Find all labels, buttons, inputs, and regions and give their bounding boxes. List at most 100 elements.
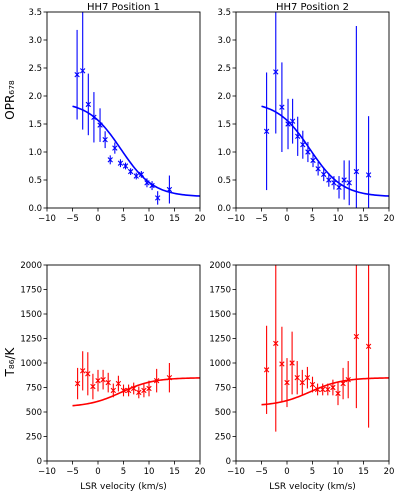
top-row-y-axis-label: OPR₆₇₈: [3, 80, 17, 120]
point-marker: [85, 101, 91, 108]
point-marker: [85, 371, 91, 377]
data-point: [365, 265, 372, 428]
point-marker: [122, 163, 129, 169]
point-marker: [166, 375, 173, 381]
data-point: [91, 92, 97, 143]
y-tick-label: 3.0: [28, 36, 42, 46]
data-point: [341, 160, 347, 200]
y-tick-label: 0.5: [217, 176, 231, 186]
point-marker: [144, 180, 150, 186]
data-point: [263, 72, 270, 191]
point-marker: [102, 136, 108, 143]
panel-title: HH7 Position 1: [87, 2, 160, 13]
x-tick-label: 15: [169, 467, 180, 477]
data-point: [304, 366, 311, 389]
x-axis-label: LSR velocity (km/s): [269, 482, 356, 492]
y-tick-label: 3.0: [217, 36, 231, 46]
data-point: [110, 383, 116, 398]
x-tick-label: 15: [358, 467, 369, 477]
y-tick-label: 500: [215, 408, 231, 418]
point-marker: [107, 157, 113, 163]
point-marker: [117, 160, 124, 166]
data-point: [80, 351, 86, 391]
bottom-row-y-axis-label: T₈₆/K: [3, 346, 17, 377]
point-marker: [74, 380, 81, 387]
x-tick-label: −10: [227, 467, 245, 477]
point-marker: [141, 387, 147, 394]
point-marker: [295, 133, 301, 140]
point-marker: [125, 387, 132, 394]
point-marker: [289, 360, 295, 366]
data-point: [315, 162, 321, 176]
y-tick-label: 1.0: [217, 148, 231, 158]
panel-opr_pos1: −10 −5 0 5 10 15 20 0.0 0.5 1.0 1.5 2.0 2.5 3.0 3.5 HH7…: [28, 2, 205, 224]
x-tick-label: 0: [95, 467, 100, 477]
data-point: [146, 380, 152, 397]
point-marker: [305, 149, 311, 155]
point-marker: [146, 385, 152, 392]
data-point: [120, 384, 127, 397]
x-tick-label: −5: [66, 467, 79, 477]
data-point: [105, 372, 111, 393]
data-point: [325, 383, 331, 396]
point-marker: [285, 121, 291, 127]
y-tick-label: 2000: [209, 261, 231, 271]
x-tick-label: 5: [121, 467, 126, 477]
point-marker: [325, 386, 331, 393]
data-point: [102, 131, 108, 149]
model-curve: [72, 377, 200, 407]
data-point: [95, 369, 101, 392]
x-tick-label: 0: [284, 467, 289, 477]
y-tick-label: 500: [26, 408, 42, 418]
data-point: [85, 73, 91, 136]
x-tick-label: 5: [121, 214, 126, 224]
data-point: [149, 181, 155, 191]
data-point: [166, 363, 173, 393]
data-point: [74, 367, 81, 400]
point-marker: [315, 166, 321, 172]
point-marker: [80, 368, 86, 374]
data-point: [136, 386, 142, 399]
data-point: [127, 168, 134, 175]
data-point: [331, 176, 337, 190]
data-point: [310, 153, 316, 168]
data-point: [326, 173, 332, 187]
y-tick-label: 2.0: [28, 92, 42, 102]
point-marker: [341, 177, 347, 183]
point-marker: [273, 69, 279, 75]
point-marker: [365, 172, 372, 178]
point-marker: [120, 387, 127, 394]
data-point: [133, 172, 139, 180]
y-tick-label: 0.5: [28, 176, 42, 186]
point-marker: [335, 390, 341, 397]
y-tick-label: 750: [215, 384, 231, 394]
point-marker: [300, 142, 306, 148]
x-tick-label: −5: [255, 214, 268, 224]
point-marker: [153, 377, 160, 384]
y-tick-label: 0.0: [28, 204, 42, 214]
data-point: [107, 155, 113, 165]
panel-opr_pos2: −10 −5 0 5 10 15 20 0.0 0.5 1.0 1.5 2.0 2.5 3.0 3.5 HH7…: [217, 2, 394, 224]
data-point: [279, 62, 285, 152]
data-point: [353, 26, 360, 208]
model-curve: [72, 105, 200, 197]
x-tick-label: −5: [66, 214, 79, 224]
y-tick-label: 2.5: [28, 64, 42, 74]
y-tick-label: 1500: [209, 310, 231, 320]
data-point: [153, 368, 160, 393]
point-marker: [365, 343, 372, 350]
data-point: [154, 191, 161, 205]
data-point: [279, 326, 285, 402]
data-point: [299, 369, 305, 396]
y-tick-label: 0.0: [217, 204, 231, 214]
x-tick-label: 20: [195, 214, 206, 224]
y-tick-label: 1.0: [28, 148, 42, 158]
y-tick-label: 2000: [20, 261, 42, 271]
y-tick-label: 1500: [20, 310, 42, 320]
x-tick-label: 20: [195, 467, 206, 477]
data-point: [166, 175, 173, 204]
axes-frame: [46, 11, 201, 209]
x-tick-label: 10: [144, 214, 155, 224]
point-marker: [294, 375, 300, 381]
data-point: [131, 382, 137, 395]
